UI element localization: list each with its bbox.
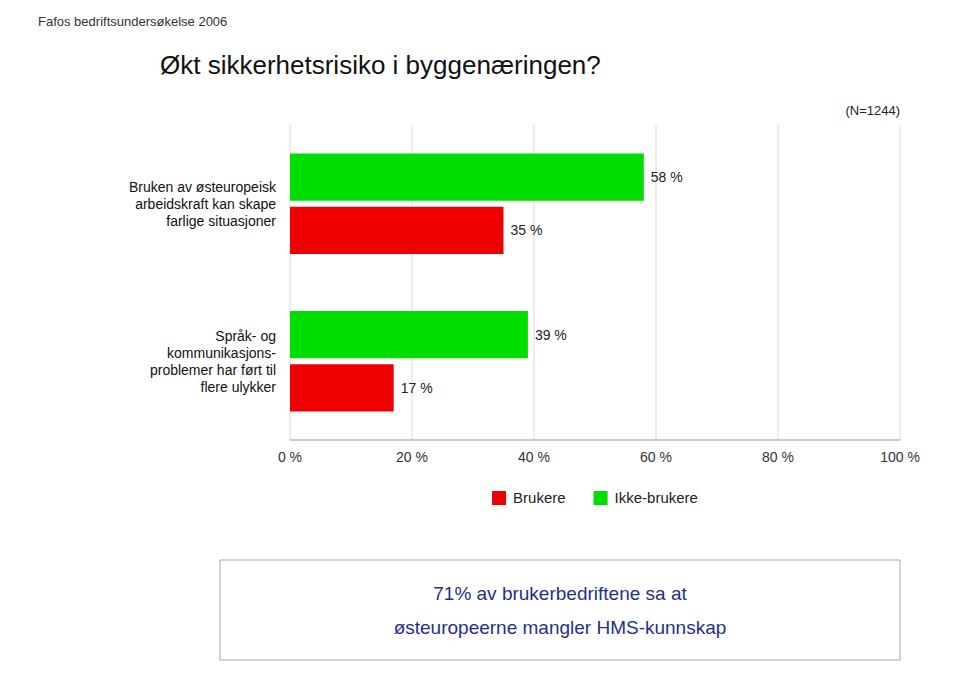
- legend: Brukere Ikke-brukere: [492, 489, 698, 506]
- tick-label: 20 %: [396, 449, 428, 465]
- category-label-line: Språk- og: [215, 328, 276, 344]
- bar: [290, 364, 394, 411]
- data-label: 39 %: [535, 327, 567, 343]
- grid: [290, 125, 900, 440]
- legend-label: Ikke-brukere: [615, 489, 698, 506]
- data-label: 35 %: [511, 222, 543, 238]
- tick-label: 100 %: [880, 449, 920, 465]
- tick-label: 0 %: [278, 449, 302, 465]
- bar: [290, 207, 504, 254]
- legend-swatch: [492, 491, 506, 505]
- bar: [290, 154, 644, 201]
- legend-label: Brukere: [513, 489, 566, 506]
- subtitle: Fafos bedriftsundersøkelse 2006: [38, 14, 227, 29]
- tick-label: 60 %: [640, 449, 672, 465]
- data-label: 58 %: [651, 169, 683, 185]
- category-label-line: kommunikasjons-: [167, 345, 276, 361]
- remark-box: [220, 560, 900, 660]
- x-axis-line: [290, 440, 900, 441]
- data-label: 17 %: [401, 380, 433, 396]
- tick-label: 80 %: [762, 449, 794, 465]
- grid-line: [900, 125, 901, 440]
- category-label: Bruken av østeuropeiskarbeidskraft kan s…: [129, 179, 277, 229]
- tick-label: 40 %: [518, 449, 550, 465]
- category-label: Språk- ogkommunikasjons-problemer har fø…: [150, 328, 276, 395]
- category-label-line: farlige situasjoner: [166, 213, 276, 229]
- labels: 35 % 58 % 17 % 39 %: [401, 169, 683, 396]
- annotation: 71% av brukerbedriftene sa at: [433, 583, 687, 604]
- legend-swatch: [594, 491, 608, 505]
- bar: [290, 311, 528, 358]
- category-label-line: Bruken av østeuropeisk: [129, 179, 277, 195]
- grid-line: [778, 125, 779, 440]
- annotation: (N=1244): [845, 103, 900, 118]
- bars: [290, 154, 644, 412]
- category-label-line: problemer har ført til: [150, 362, 276, 378]
- category-label-line: arbeidskraft kan skape: [135, 196, 276, 212]
- category-label-line: flere ulykker: [201, 379, 277, 395]
- chart: Fafos bedriftsundersøkelse 2006 Økt sikke…: [0, 0, 960, 688]
- annotation: østeuropeerne mangler HMS-kunnskap: [394, 617, 727, 638]
- title: Økt sikkerhetsrisiko i byggenæringen?: [160, 50, 601, 80]
